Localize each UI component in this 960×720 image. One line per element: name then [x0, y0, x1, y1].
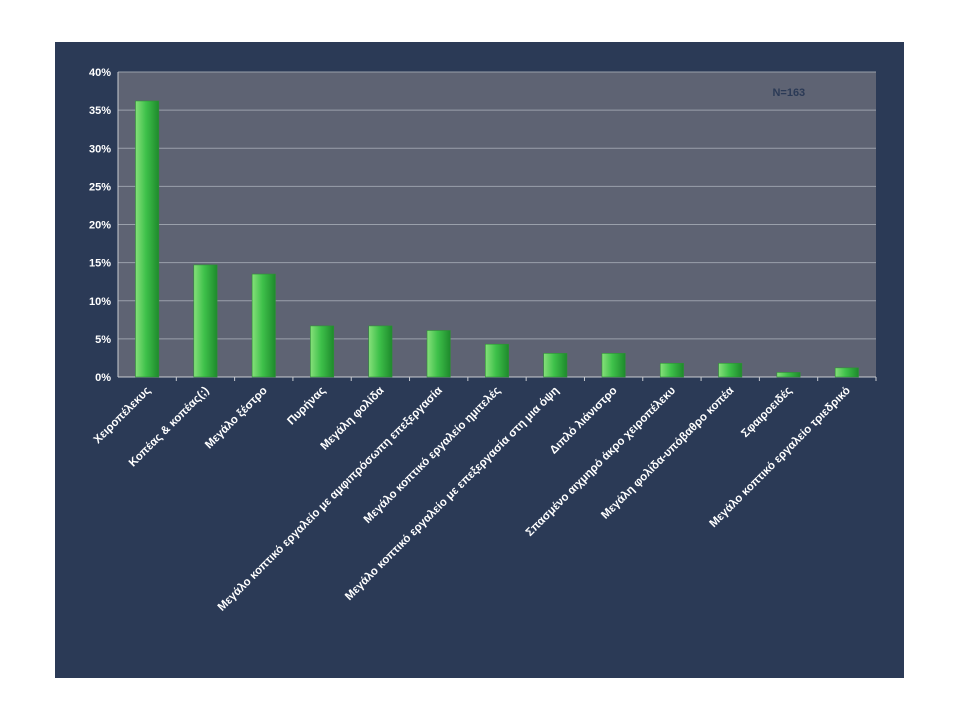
y-tick-label: 0% — [95, 372, 111, 384]
bar-chart: 0%5%10%15%20%25%30%35%40% ΧειροπέλεκυςΚο… — [89, 67, 877, 614]
x-category-label: Πυρήνας — [285, 385, 328, 428]
bar — [485, 343, 509, 378]
sample-size-note: N=163 — [772, 87, 805, 99]
x-category-label: Σφαιροειδές — [739, 385, 794, 440]
bar — [659, 362, 684, 378]
y-tick-label: 40% — [89, 67, 111, 79]
y-tick-label: 15% — [89, 258, 111, 270]
bar — [251, 273, 276, 378]
y-tick-label: 30% — [89, 143, 111, 155]
x-category-label: Μεγάλο κοπτικό εργαλείο με επεξεργασία σ… — [343, 385, 561, 603]
bar — [601, 353, 626, 378]
x-category-label: Μεγάλη φολίδα-υπόβαθρο κοπέα — [599, 385, 736, 522]
x-category-label: Χειροπέλεκυς — [92, 385, 154, 447]
x-category-label: Μεγάλη φολίδα — [319, 385, 387, 453]
y-tick-label: 10% — [89, 296, 111, 308]
bar — [426, 330, 451, 378]
bar — [135, 100, 160, 378]
bar — [543, 353, 568, 378]
bar — [718, 362, 743, 378]
x-category-label: Μεγάλο κοπτικό εργαλείο με αμφιπρόσωπη ε… — [216, 385, 445, 614]
bar — [368, 325, 393, 378]
bar — [834, 367, 859, 378]
slide-background: 0% 5% 10% 15% 20% 25% 30% 35% 40% Χειροπέλεκυς Κο… — [55, 42, 904, 678]
bar — [193, 264, 218, 378]
y-tick-label: 35% — [89, 105, 111, 117]
y-tick-label: 5% — [95, 334, 111, 346]
y-tick-label: 25% — [89, 181, 111, 193]
x-category-label: Μεγάλο ξέστρο — [203, 385, 270, 452]
bar — [310, 325, 335, 378]
bar — [776, 372, 801, 378]
y-tick-label: 20% — [89, 220, 111, 232]
